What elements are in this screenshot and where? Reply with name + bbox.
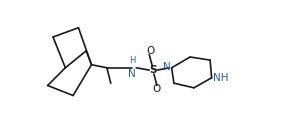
Text: N: N	[163, 62, 171, 72]
Text: N: N	[128, 69, 136, 79]
Text: H: H	[129, 56, 136, 65]
Text: O: O	[146, 46, 154, 56]
Text: S: S	[149, 65, 157, 75]
Text: O: O	[152, 84, 160, 94]
Text: NH: NH	[213, 73, 229, 83]
